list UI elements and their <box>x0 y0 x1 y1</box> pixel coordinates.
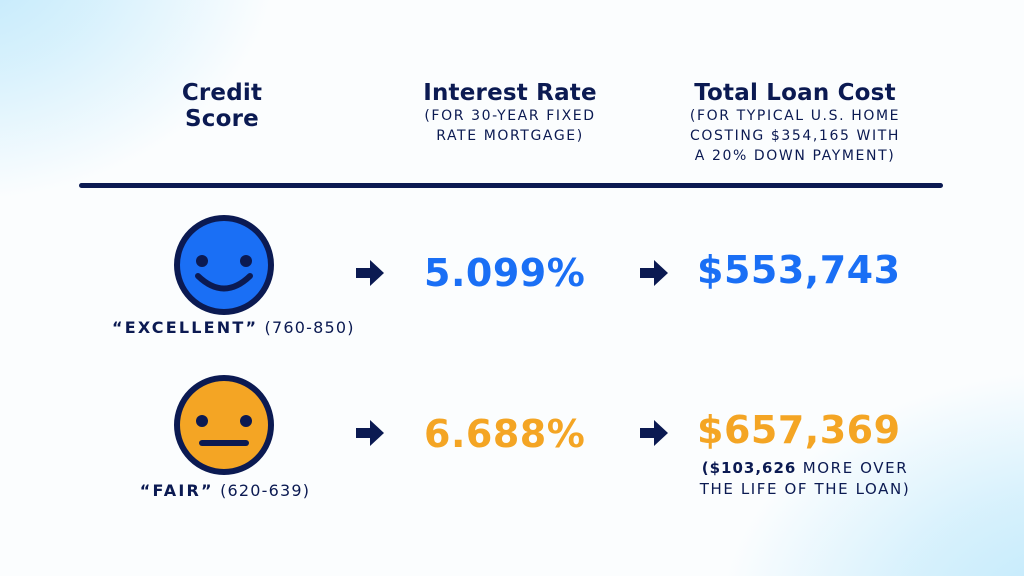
arrow-right-icon <box>356 260 384 286</box>
score-label-excellent: “EXCELLENT” (760-850) <box>112 318 353 337</box>
rating-fair: “FAIR” <box>139 481 214 500</box>
header-interest-rate: Interest Rate (FOR 30-YEAR FIXED RATE MO… <box>395 80 625 146</box>
rating-excellent: “EXCELLENT” <box>112 318 259 337</box>
extra-cost-note-line2: THE LIFE OF THE LOAN) <box>699 480 911 498</box>
header-total-loan-cost: Total Loan Cost (FOR TYPICAL U.S. HOME C… <box>660 80 930 166</box>
header-total-loan-cost-title: Total Loan Cost <box>694 80 896 106</box>
extra-cost-note: ($103,626 MORE OVER THE LIFE OF THE LOAN… <box>680 458 930 500</box>
interest-rate-excellent: 5.099% <box>424 251 586 295</box>
range-excellent: (760-850) <box>264 318 355 337</box>
neutral-face-icon <box>174 375 274 475</box>
header-total-loan-cost-sub2: COSTING $354,165 WITH <box>689 128 901 144</box>
header-credit-score-line2: Score <box>185 106 259 132</box>
range-fair: (620-639) <box>220 481 311 500</box>
header-interest-rate-sub2: RATE MORTGAGE) <box>436 128 584 144</box>
extra-cost-text: MORE OVER <box>802 459 909 477</box>
header-total-loan-cost-sub3: A 20% DOWN PAYMENT) <box>694 148 896 164</box>
extra-cost-note-line1: ($103,626 MORE OVER <box>680 458 930 479</box>
score-label-fair: “FAIR” (620-639) <box>112 481 338 500</box>
header-total-loan-cost-sub1: (FOR TYPICAL U.S. HOME <box>689 108 901 124</box>
header-credit-score: Credit Score <box>150 80 294 132</box>
arrow-right-icon <box>640 260 668 286</box>
header-interest-rate-sub1: (FOR 30-YEAR FIXED <box>424 108 596 124</box>
header-interest-rate-title: Interest Rate <box>423 80 597 106</box>
smiley-face-icon <box>174 215 274 315</box>
total-cost-excellent: $553,743 <box>697 248 901 292</box>
arrow-right-icon <box>640 420 668 446</box>
extra-cost-amount: ($103,626 <box>701 459 797 477</box>
interest-rate-fair: 6.688% <box>424 412 586 456</box>
arrow-right-icon <box>356 420 384 446</box>
header-divider <box>79 183 943 188</box>
total-cost-fair: $657,369 <box>697 408 901 452</box>
header-credit-score-line1: Credit <box>181 80 263 106</box>
